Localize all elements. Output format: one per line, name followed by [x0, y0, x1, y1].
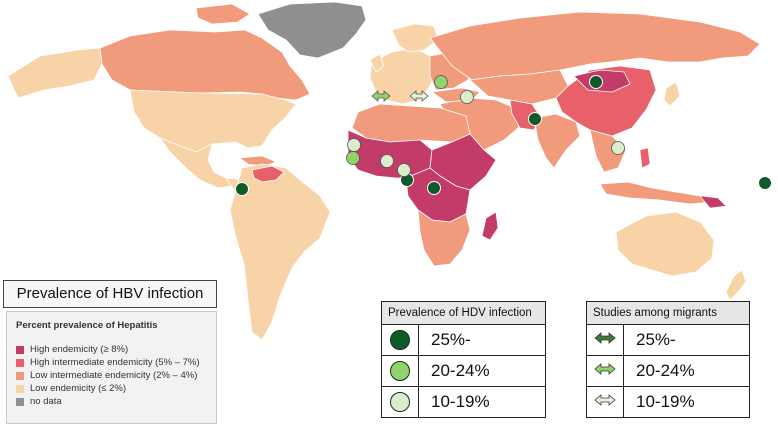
uk [369, 53, 385, 73]
papua [699, 195, 727, 209]
southern-africa [417, 209, 471, 267]
legend-label-high-intermediate: High intermediate endemicity (5% – 7%) [30, 357, 200, 368]
south-america [229, 163, 331, 341]
migrant-arrow-italy [409, 90, 429, 102]
hbv-legend-row: no data [16, 395, 207, 408]
dark-green-arrow-icon [586, 324, 624, 356]
canada [99, 29, 311, 101]
hdv-range-label: 20-24% [418, 355, 546, 387]
hdv-range-label: 25%- [418, 324, 546, 356]
indonesia [599, 181, 714, 205]
hdv-marker-pacific [758, 176, 772, 190]
japan [663, 81, 681, 107]
hdv-marker-turkey [434, 75, 448, 89]
legend-swatch-high [16, 345, 24, 354]
hdv-marker-pakistan [528, 112, 542, 126]
pale-green-arrow-icon [586, 386, 624, 418]
legend-label-high: High endemicity (≥ 8%) [30, 344, 129, 355]
pale-green-circle-icon [381, 386, 419, 418]
legend-label-low: Low endemicity (≤ 2%) [30, 383, 127, 394]
hbv-legend-row: Low intermediate endemicity (2% – 4%) [16, 369, 207, 382]
table-row: 20-24% [381, 355, 546, 387]
table-row: 25%- [586, 324, 750, 356]
table-row: 20-24% [586, 355, 750, 387]
hdv-marker-venezuela [235, 182, 249, 196]
table-row: 25%- [381, 324, 546, 356]
madagascar [481, 211, 499, 241]
southeast-asia [589, 129, 627, 173]
migrant-studies-table: Studies among migrants 25%- 20-24% 10-19… [586, 301, 750, 418]
migrant-range-label: 20-24% [623, 355, 750, 387]
legend-swatch-no-data [16, 397, 24, 406]
arctic-islands [195, 3, 251, 25]
hbv-legend: Percent prevalence of Hepatitis High end… [6, 311, 217, 424]
migrant-range-label: 10-19% [623, 386, 750, 418]
philippines [639, 147, 651, 169]
venezuela [251, 165, 285, 183]
alaska [7, 47, 103, 99]
caribbean [239, 155, 277, 167]
legend-label-no-data: no data [30, 396, 62, 407]
hbv-legend-row: Low endemicity (≤ 2%) [16, 382, 207, 395]
table-row: 10-19% [381, 386, 546, 418]
hdv-marker-gulf-guinea [397, 163, 411, 177]
hdv-marker-nigeria [380, 154, 394, 168]
legend-label-low-intermediate: Low intermediate endemicity (2% – 4%) [30, 370, 198, 381]
migrant-arrow-spain [371, 90, 391, 102]
hdv-marker-west-africa-b [347, 138, 361, 152]
hdv-marker-central-africa [427, 181, 441, 195]
hdv-prevalence-table: Prevalence of HDV infection 25%- 20-24% … [381, 301, 546, 418]
scandinavia [391, 23, 439, 53]
hdv-marker-vietnam [611, 141, 625, 155]
india [533, 113, 581, 169]
green-arrow-icon [586, 355, 624, 387]
hdv-range-label: 10-19% [418, 386, 546, 418]
usa [129, 89, 297, 153]
legend-swatch-low-intermediate [16, 371, 24, 380]
hdv-marker-west-africa-a [346, 151, 360, 165]
migrant-table-title: Studies among migrants [586, 301, 750, 325]
hdv-table-title: Prevalence of HDV infection [381, 301, 546, 325]
hbv-legend-heading: Percent prevalence of Hepatitis [16, 320, 158, 331]
green-circle-icon [381, 355, 419, 387]
hdv-marker-mongolia [589, 75, 603, 89]
greenland [257, 1, 367, 59]
australia [615, 211, 715, 277]
hdv-marker-iran [460, 90, 474, 104]
dark-green-circle-icon [381, 324, 419, 356]
legend-swatch-high-intermediate [16, 358, 24, 367]
hbv-legend-row: High intermediate endemicity (5% – 7%) [16, 356, 207, 369]
legend-swatch-low [16, 384, 24, 393]
hbv-title: Prevalence of HBV infection [3, 280, 217, 308]
new-zealand [725, 269, 747, 301]
table-row: 10-19% [586, 386, 750, 418]
migrant-range-label: 25%- [623, 324, 750, 356]
map-markers [235, 75, 772, 196]
hbv-legend-row: High endemicity (≥ 8%) [16, 343, 207, 356]
